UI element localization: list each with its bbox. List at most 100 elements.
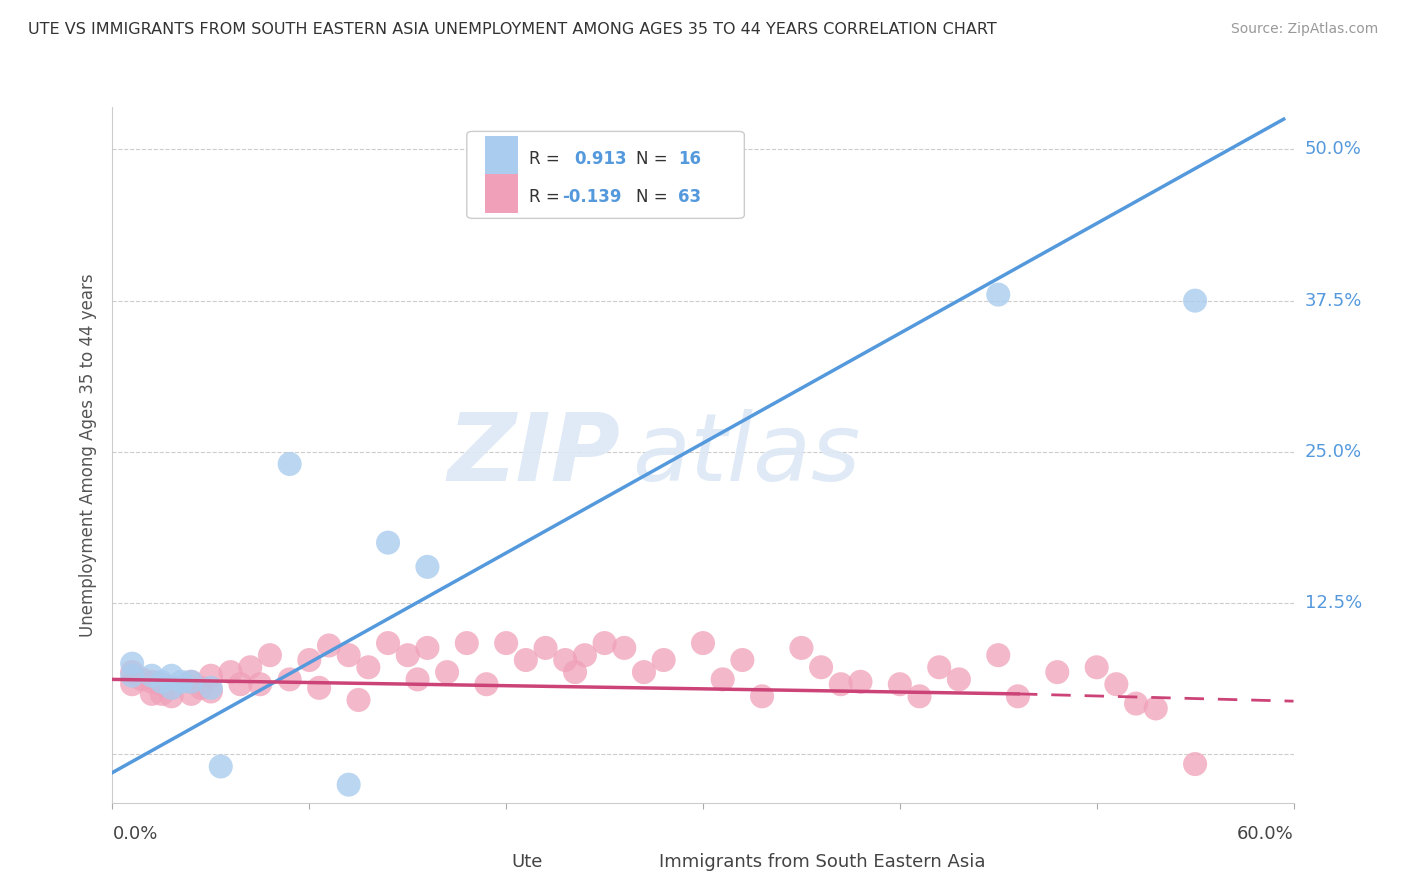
Point <box>928 660 950 674</box>
Text: 37.5%: 37.5% <box>1305 292 1362 310</box>
Point <box>337 648 360 663</box>
Point <box>731 653 754 667</box>
Point <box>121 669 143 683</box>
Point <box>347 693 370 707</box>
Point <box>1144 701 1167 715</box>
Text: atlas: atlas <box>633 409 860 500</box>
Point <box>948 673 970 687</box>
Point <box>1105 677 1128 691</box>
Text: 60.0%: 60.0% <box>1237 824 1294 843</box>
Point <box>593 636 616 650</box>
Text: N =: N = <box>636 150 672 168</box>
FancyBboxPatch shape <box>467 131 744 219</box>
FancyBboxPatch shape <box>614 845 652 880</box>
Point <box>219 665 242 679</box>
Point <box>318 639 340 653</box>
Point <box>436 665 458 679</box>
Point <box>209 759 232 773</box>
Y-axis label: Unemployment Among Ages 35 to 44 years: Unemployment Among Ages 35 to 44 years <box>79 273 97 637</box>
Point <box>160 669 183 683</box>
Text: Ute: Ute <box>512 853 543 871</box>
Point <box>1184 757 1206 772</box>
Point <box>239 660 262 674</box>
Point <box>751 690 773 704</box>
Point <box>613 640 636 655</box>
Text: 16: 16 <box>678 150 702 168</box>
Point <box>1046 665 1069 679</box>
Point <box>830 677 852 691</box>
Point <box>456 636 478 650</box>
Point <box>515 653 537 667</box>
Text: 0.0%: 0.0% <box>112 824 157 843</box>
Point <box>1085 660 1108 674</box>
Point <box>406 673 429 687</box>
Point <box>298 653 321 667</box>
Point <box>908 690 931 704</box>
Point <box>259 648 281 663</box>
Point <box>180 674 202 689</box>
Point <box>200 669 222 683</box>
Point <box>889 677 911 691</box>
Point <box>180 674 202 689</box>
Point <box>849 674 872 689</box>
Point <box>987 648 1010 663</box>
Point <box>150 674 173 689</box>
Text: 63: 63 <box>678 188 702 206</box>
Text: 0.913: 0.913 <box>574 150 627 168</box>
Point <box>1184 293 1206 308</box>
Point <box>200 681 222 695</box>
Text: Immigrants from South Eastern Asia: Immigrants from South Eastern Asia <box>659 853 986 871</box>
Point <box>574 648 596 663</box>
Point <box>692 636 714 650</box>
Point <box>190 681 212 695</box>
FancyBboxPatch shape <box>485 174 517 212</box>
Point <box>141 669 163 683</box>
Point <box>633 665 655 679</box>
Point <box>160 681 183 695</box>
Text: UTE VS IMMIGRANTS FROM SOUTH EASTERN ASIA UNEMPLOYMENT AMONG AGES 35 TO 44 YEARS: UTE VS IMMIGRANTS FROM SOUTH EASTERN ASI… <box>28 22 997 37</box>
Point <box>131 673 153 687</box>
Point <box>534 640 557 655</box>
Point <box>396 648 419 663</box>
Point <box>249 677 271 691</box>
Point <box>790 640 813 655</box>
Point <box>652 653 675 667</box>
Point <box>1007 690 1029 704</box>
Point <box>278 673 301 687</box>
Point <box>278 457 301 471</box>
Text: Source: ZipAtlas.com: Source: ZipAtlas.com <box>1230 22 1378 37</box>
Text: -0.139: -0.139 <box>562 188 621 206</box>
Text: R =: R = <box>530 188 565 206</box>
Point <box>416 640 439 655</box>
Point <box>1125 697 1147 711</box>
Point <box>308 681 330 695</box>
Point <box>150 687 173 701</box>
Point <box>377 636 399 650</box>
Point <box>160 690 183 704</box>
Text: 12.5%: 12.5% <box>1305 594 1362 612</box>
Point <box>141 674 163 689</box>
Point <box>564 665 586 679</box>
Point <box>229 677 252 691</box>
Point <box>337 778 360 792</box>
Text: 50.0%: 50.0% <box>1305 140 1361 159</box>
Point <box>554 653 576 667</box>
Point <box>810 660 832 674</box>
Point <box>200 684 222 698</box>
Point <box>475 677 498 691</box>
Point <box>987 287 1010 301</box>
Point <box>180 687 202 701</box>
Point <box>121 665 143 679</box>
Point <box>170 674 193 689</box>
Point <box>416 559 439 574</box>
FancyBboxPatch shape <box>467 845 505 880</box>
Text: R =: R = <box>530 150 565 168</box>
Text: 25.0%: 25.0% <box>1305 443 1362 461</box>
Text: N =: N = <box>636 188 672 206</box>
Point <box>495 636 517 650</box>
Point <box>121 657 143 671</box>
Point <box>711 673 734 687</box>
Point <box>357 660 380 674</box>
Text: ZIP: ZIP <box>447 409 620 501</box>
Point <box>121 677 143 691</box>
